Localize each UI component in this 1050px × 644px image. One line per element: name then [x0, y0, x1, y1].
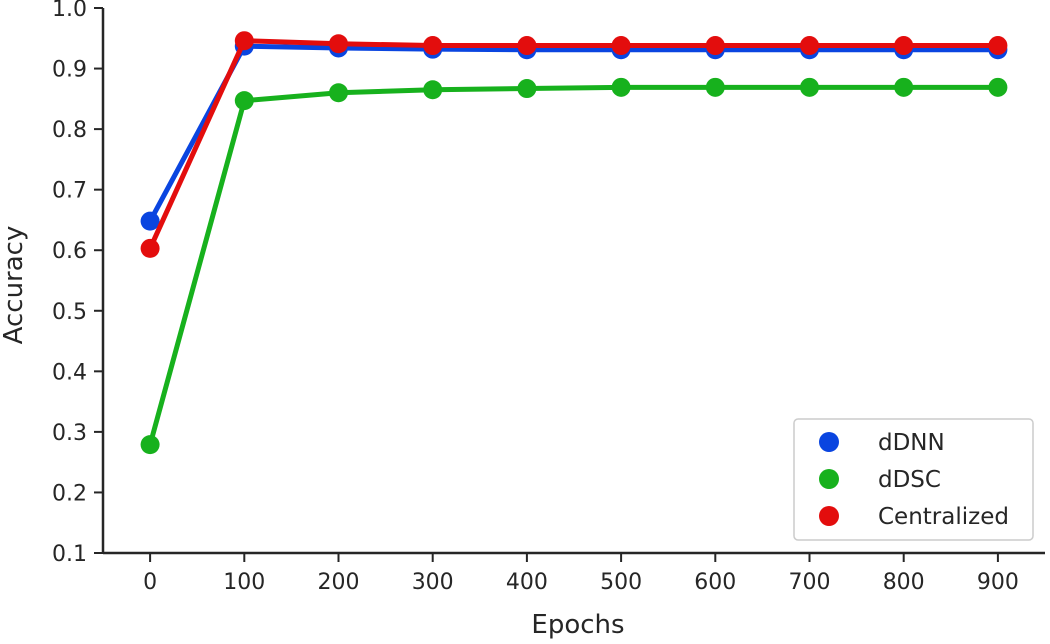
y-tick-label: 0.9: [52, 58, 87, 83]
x-tick-label: 600: [694, 570, 736, 595]
data-point: [517, 79, 537, 99]
data-point: [611, 36, 631, 56]
ticks: 0.1 0.2 0.3 0.4 0.5 0.6 0.7 0.8 0.9 1.0 0 100 200 300…: [52, 0, 1019, 595]
y-tick-label: 0.5: [52, 300, 87, 325]
data-point: [988, 77, 1008, 97]
series-ddsc: [140, 77, 1008, 455]
x-tick-label: 900: [977, 570, 1019, 595]
data-point: [705, 36, 725, 56]
legend-label: Centralized: [878, 504, 1009, 530]
data-point: [517, 36, 537, 56]
data-point: [140, 211, 160, 231]
data-point: [234, 91, 254, 111]
axes: [101, 8, 1045, 555]
legend-item: dDSC: [819, 467, 941, 493]
data-point: [705, 77, 725, 97]
series-ddnn: [140, 36, 1008, 231]
y-tick-label: 1.0: [52, 0, 87, 22]
data-point: [329, 83, 348, 103]
y-tick-label: 0.6: [52, 239, 87, 264]
x-tick-label: 200: [318, 570, 360, 595]
data-point: [423, 80, 443, 100]
y-tick-label: 0.1: [52, 542, 87, 567]
legend-marker: [819, 506, 839, 526]
legend: dDNN dDSC Centralized: [793, 418, 1034, 541]
x-tick-label: 100: [223, 570, 265, 595]
x-tick-label: 0: [143, 570, 157, 595]
series: [140, 31, 1008, 455]
legend-box: [793, 418, 1034, 541]
x-tick-label: 500: [600, 570, 642, 595]
x-axis-label: Epochs: [531, 610, 624, 640]
series-centralized: [140, 31, 1008, 258]
data-point: [423, 36, 443, 56]
legend-item: Centralized: [819, 504, 1009, 530]
y-axis-label: Accuracy: [0, 226, 29, 345]
legend-label: dDSC: [878, 467, 941, 493]
data-point: [611, 77, 631, 97]
y-tick-label: 0.8: [52, 118, 87, 143]
data-point: [988, 36, 1008, 56]
data-point: [894, 36, 914, 56]
y-tick-label: 0.3: [52, 421, 87, 446]
series-line: [147, 38, 1001, 251]
data-point: [140, 435, 160, 455]
x-tick-label: 300: [412, 570, 454, 595]
series-line: [147, 84, 1001, 448]
y-tick-label: 0.7: [52, 179, 87, 204]
data-point: [800, 36, 819, 56]
x-tick-label: 800: [883, 570, 925, 595]
legend-marker: [819, 469, 839, 489]
data-point: [329, 34, 348, 54]
x-tick-label: 700: [789, 570, 831, 595]
y-tick-label: 0.2: [52, 481, 87, 506]
y-tick-label: 0.4: [52, 360, 87, 385]
series-line: [147, 43, 1001, 224]
data-point: [234, 31, 254, 51]
x-tick-label: 400: [506, 570, 548, 595]
legend-item: dDNN: [819, 430, 945, 456]
data-point: [894, 77, 914, 97]
legend-label: dDNN: [878, 430, 945, 456]
legend-marker: [819, 432, 839, 452]
data-point: [800, 77, 819, 97]
data-point: [140, 238, 160, 258]
